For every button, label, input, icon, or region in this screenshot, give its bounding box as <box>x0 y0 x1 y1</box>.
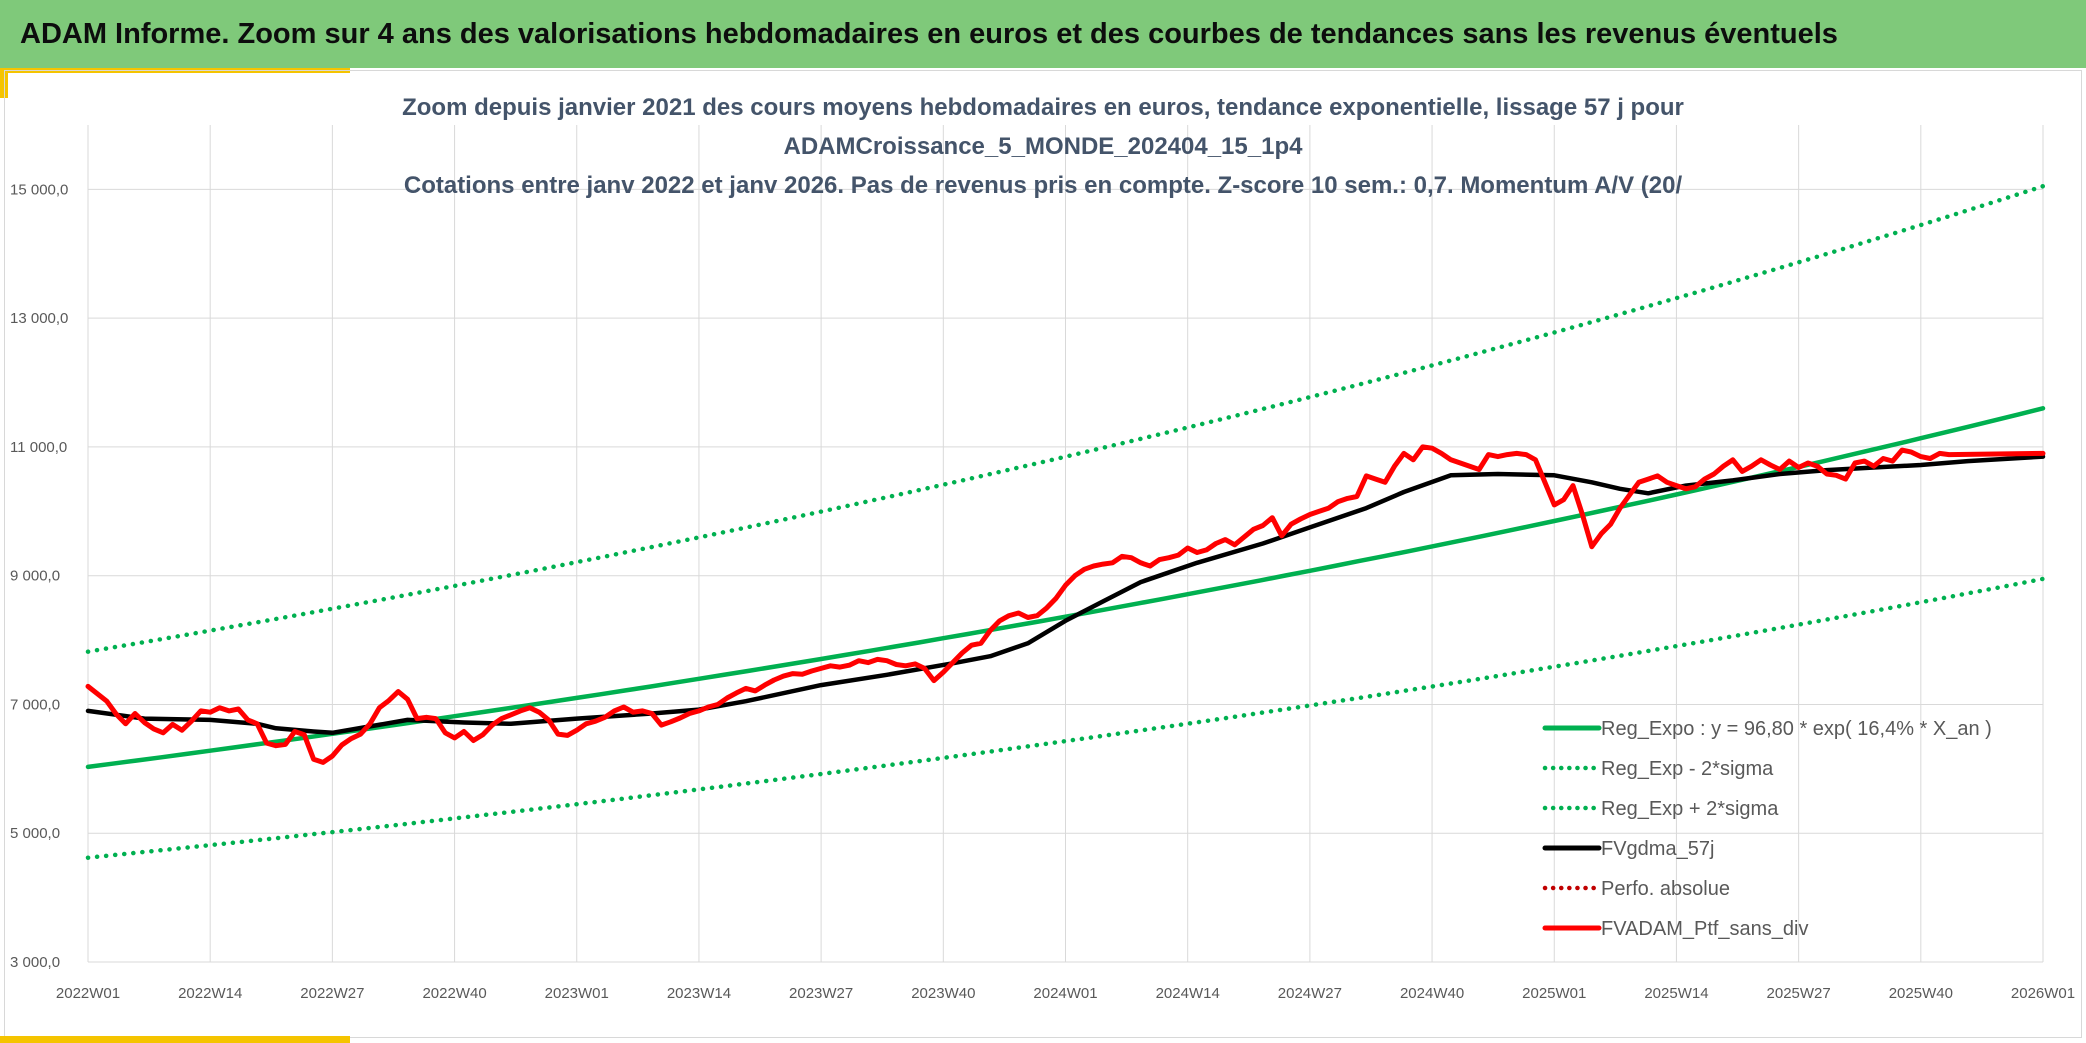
x-tick-label: 2025W14 <box>1644 985 1708 1002</box>
legend-label: Reg_Exp - 2*sigma <box>1601 758 1774 780</box>
y-axis-labels: 3 000,0 5 000,0 7 000,0 9 000,0 11 000,0 13 0… <box>10 181 68 971</box>
page-title: ADAM Informe. Zoom sur 4 ans des valoris… <box>20 17 1838 50</box>
y-tick-label: 5 000,0 <box>10 825 60 842</box>
y-tick-label: 11 000,0 <box>10 439 67 456</box>
legend-label: FVADAM_Ptf_sans_div <box>1601 918 1809 940</box>
chart-grid <box>87 125 2044 963</box>
accent-bar-bottom <box>0 1036 350 1043</box>
y-tick-label: 13 000,0 <box>10 310 68 327</box>
x-tick-label: 2024W01 <box>1033 985 1097 1002</box>
x-tick-label: 2022W27 <box>300 985 364 1002</box>
x-axis-labels: 2022W01 2022W14 2022W27 2022W40 2023W01 2023W… <box>56 985 2075 1002</box>
series-line-1 <box>85 576 2046 860</box>
x-tick-label: 2023W40 <box>911 985 975 1002</box>
chart-title-line-2: ADAMCroissance_5_MONDE_202404_15_1p4 <box>784 133 1304 160</box>
x-tick-label: 2022W14 <box>178 985 242 1002</box>
legend-label: Perfo. absolue <box>1601 878 1730 900</box>
header-banner: ADAM Informe. Zoom sur 4 ans des valoris… <box>0 0 2086 68</box>
series-line-5 <box>85 444 2046 765</box>
legend-label: Reg_Exp + 2*sigma <box>1601 798 1779 820</box>
x-tick-label: 2025W40 <box>1889 985 1953 1002</box>
chart-frame <box>4 70 2082 1038</box>
chart-series <box>85 183 2046 860</box>
chart-legend: Reg_Expo : y = 96,80 * exp( 16,4% * X_an… <box>1542 718 1992 940</box>
y-tick-label: 15 000,0 <box>10 181 68 198</box>
x-tick-label: 2023W01 <box>545 985 609 1002</box>
legend-label: Reg_Expo : y = 96,80 * exp( 16,4% * X_an… <box>1601 718 1992 740</box>
y-tick-label: 7 000,0 <box>10 696 60 713</box>
x-tick-label: 2023W27 <box>789 985 853 1002</box>
x-tick-label: 2022W01 <box>56 985 120 1002</box>
x-tick-label: 2022W40 <box>422 985 486 1002</box>
x-tick-label: 2024W14 <box>1156 985 1220 1002</box>
x-tick-label: 2025W27 <box>1767 985 1831 1002</box>
x-tick-label: 2024W40 <box>1400 985 1464 1002</box>
y-tick-label: 9 000,0 <box>10 568 60 585</box>
legend-label: FVgdma_57j <box>1601 838 1714 860</box>
chart-title-line-3: Cotations entre janv 2022 et janv 2026. … <box>404 172 1683 199</box>
x-tick-label: 2023W14 <box>667 985 731 1002</box>
chart-title: Zoom depuis janvier 2021 des cours moyen… <box>402 94 1684 199</box>
y-tick-label: 3 000,0 <box>10 954 60 971</box>
chart-title-line-1: Zoom depuis janvier 2021 des cours moyen… <box>402 94 1684 121</box>
x-tick-label: 2024W27 <box>1278 985 1342 1002</box>
x-tick-label: 2026W01 <box>2011 985 2075 1002</box>
x-tick-label: 2025W01 <box>1522 985 1586 1002</box>
